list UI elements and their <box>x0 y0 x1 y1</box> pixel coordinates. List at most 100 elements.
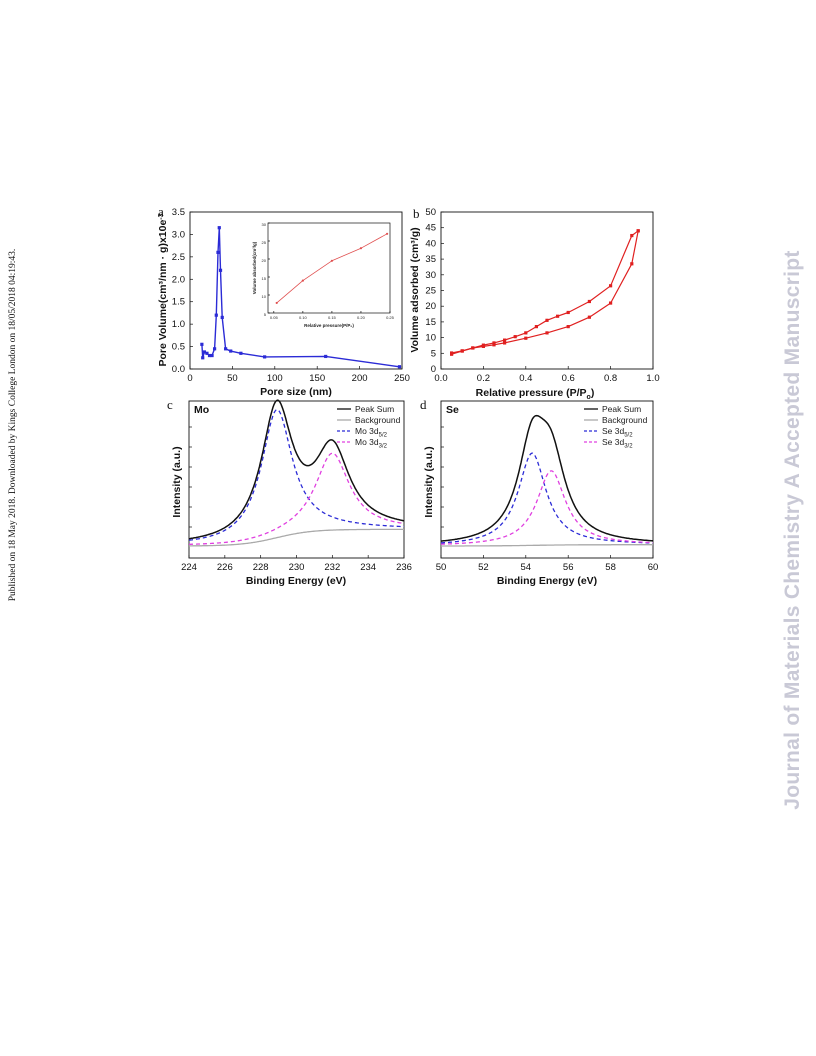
inset-x-axis-label: Relative pressure(P/P₀) <box>304 323 354 328</box>
y-tick-label: 0.5 <box>172 342 185 353</box>
y-ticks: 5 10 15 20 25 30 <box>262 222 270 317</box>
data-point <box>205 351 209 355</box>
x-ticks: 224 226 228 230 232 234 236 <box>181 555 412 573</box>
data-point <box>220 315 224 320</box>
legend-label: Background <box>355 415 401 425</box>
plot-series <box>188 399 405 547</box>
data-point <box>218 268 223 272</box>
data-point <box>450 351 454 355</box>
panel-b: b 0.0 0.2 0.4 0.6 0.8 1.0 0 5 10 15 20 25 30 35 40 45 5… <box>409 206 660 401</box>
adsorption-branch <box>451 230 639 355</box>
y-tick-label: 0 <box>431 364 436 375</box>
y-ticks <box>441 426 444 528</box>
y-tick-label: 20 <box>262 258 267 263</box>
y-tick-label: 15 <box>425 317 436 328</box>
data-point <box>492 343 496 347</box>
inset-y-axis-label: Volume absorbed(cm³/g) <box>252 241 257 294</box>
data-point <box>545 318 549 322</box>
y-tick-label: 10 <box>425 333 436 344</box>
data-point <box>210 353 214 358</box>
data-point <box>566 325 570 329</box>
y-tick-label: 30 <box>262 222 267 227</box>
x-tick-label: 226 <box>217 562 233 573</box>
plot-series <box>450 229 640 356</box>
data-point <box>630 233 634 238</box>
x-tick-label: 60 <box>648 562 659 573</box>
data-point <box>200 342 204 346</box>
y-tick-label: 5 <box>264 312 267 317</box>
x-tick-label: 52 <box>478 562 489 573</box>
y-tick-label: 0.0 <box>172 364 185 375</box>
x-tick-label: 0.8 <box>604 373 617 384</box>
plot-frame <box>189 211 403 370</box>
peak-sum-curve <box>440 414 653 542</box>
element-label: Mo <box>194 404 209 416</box>
data-point <box>566 310 570 315</box>
x-tick-label: 0.2 <box>477 373 490 384</box>
legend-label: Mo 3d5/2 <box>355 426 388 439</box>
plot-frame <box>440 211 654 370</box>
plot-frame <box>440 400 654 559</box>
y-tick-label: 20 <box>425 301 436 312</box>
data-point <box>471 346 475 350</box>
x-axis-label: Relative pressure (P/Po) <box>476 387 595 401</box>
data-point <box>324 354 328 359</box>
x-tick-label: 50 <box>436 562 447 573</box>
legend-label: Peak Sum <box>602 404 641 414</box>
y-tick-label: 45 <box>425 223 436 234</box>
peak-sum-curve <box>188 399 405 540</box>
x-axis-label: Pore size (nm) <box>260 386 332 398</box>
x-tick-label: 100 <box>267 373 283 384</box>
x-ticks: 0 50 100 150 200 250 <box>187 366 410 384</box>
data-point <box>212 347 217 351</box>
data-point <box>524 331 528 335</box>
data-point <box>385 232 389 235</box>
data-point <box>492 341 496 345</box>
y-tick-label: 30 <box>425 270 436 281</box>
data-point <box>229 349 233 353</box>
y-tick-label: 2.0 <box>172 274 185 285</box>
panel-letter: b <box>413 206 420 221</box>
x-tick-label: 58 <box>605 562 616 573</box>
data-point <box>587 299 591 304</box>
y-tick-label: 35 <box>425 254 436 265</box>
y-tick-label: 1.0 <box>172 319 185 330</box>
background-curve <box>441 544 653 547</box>
y-ticks: 0 5 10 15 20 25 30 35 40 45 50 <box>425 207 444 375</box>
x-tick-label: 1.0 <box>646 373 659 384</box>
y-tick-label: 15 <box>262 276 267 281</box>
data-point <box>460 349 464 353</box>
x-tick-label: 54 <box>521 562 532 573</box>
y-tick-label: 3.0 <box>172 229 185 240</box>
data-point <box>216 250 220 254</box>
data-point <box>636 229 640 233</box>
data-point <box>503 338 507 342</box>
inset-plot: 0.05 0.10 0.15 0.20 0.25 5 10 15 20 25 30 Relativ… <box>252 222 395 328</box>
data-point <box>301 279 304 282</box>
x-tick-label: 150 <box>309 373 325 384</box>
y-ticks <box>189 426 192 528</box>
x-ticks: 0.0 0.2 0.4 0.6 0.8 1.0 <box>434 366 660 384</box>
x-tick-label: 0.10 <box>299 315 308 320</box>
data-point <box>214 313 218 317</box>
y-tick-label: 25 <box>262 240 267 245</box>
x-tick-label: 200 <box>352 373 368 384</box>
x-tick-label: 50 <box>227 373 238 384</box>
data-point <box>263 355 267 359</box>
data-point <box>609 284 613 288</box>
x-tick-label: 0.6 <box>562 373 575 384</box>
data-point <box>630 262 634 266</box>
x-tick-label: 0.0 <box>434 373 447 384</box>
y-axis-label: Intensity (a.u.) <box>171 446 183 517</box>
background-curve <box>189 528 404 547</box>
x-tick-label: 0.20 <box>357 315 366 320</box>
x-tick-label: 0.05 <box>270 315 279 320</box>
x-axis-label: Binding Energy (eV) <box>246 575 346 587</box>
y-axis-label: Intensity (a.u.) <box>423 446 435 517</box>
inset-frame <box>267 222 391 314</box>
legend-label: Se 3d3/2 <box>602 437 633 450</box>
